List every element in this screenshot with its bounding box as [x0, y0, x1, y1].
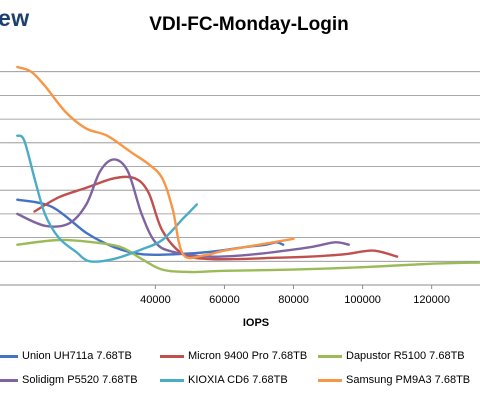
legend-swatch: [0, 378, 18, 382]
legend-item: Dapustor R5100 7.68TB: [318, 350, 465, 362]
series-line-5: [16, 134, 198, 263]
x-tick-labels: 40000 60000 80000 100000 120000: [140, 294, 450, 306]
legend-label: Solidigm P5520 7.68TB: [22, 374, 138, 386]
chart-legend: Union UH711a 7.68TB Micron 9400 Pro 7.68T…: [0, 344, 480, 401]
series-line-3: [16, 238, 480, 274]
gridlines: [0, 71, 480, 262]
legend-item: KIOXIA CD6 7.68TB: [160, 374, 288, 386]
line-chart: 40000 60000 80000 100000 120000 IOPS: [0, 65, 480, 329]
brand-logo-fragment: ew: [0, 5, 30, 31]
x-axis-label: IOPS: [243, 317, 269, 329]
x-tick-label: 40000: [140, 294, 171, 306]
series-line-4: [16, 158, 350, 258]
legend-label: KIOXIA CD6 7.68TB: [188, 374, 288, 386]
legend-swatch: [160, 354, 184, 358]
x-tick-label: 80000: [278, 294, 309, 306]
legend-swatch: [160, 378, 184, 382]
x-tick-label: 60000: [209, 294, 240, 306]
legend-item: Samsung PM9A3 7.68TB: [318, 374, 470, 386]
chart-title: VDI-FC-Monday-Login: [149, 14, 349, 35]
legend-label: Union UH711a 7.68TB: [22, 350, 132, 362]
legend-swatch: [318, 378, 342, 382]
legend-item: Union UH711a 7.68TB: [0, 350, 132, 362]
legend-label: Dapustor R5100 7.68TB: [346, 350, 465, 362]
x-tick-label: 120000: [413, 294, 450, 306]
series-line-6: [16, 65, 295, 260]
legend-swatch: [318, 354, 342, 358]
legend-item: Micron 9400 Pro 7.68TB: [160, 350, 307, 362]
legend-swatch: [0, 354, 18, 358]
x-tick-label: 100000: [344, 294, 381, 306]
legend-label: Micron 9400 Pro 7.68TB: [188, 350, 308, 362]
legend-item: Solidigm P5520 7.68TB: [0, 374, 138, 386]
legend-label: Samsung PM9A3 7.68TB: [346, 374, 471, 386]
series-line-2: [33, 175, 399, 261]
series-lines: [16, 65, 480, 274]
x-axis: [0, 284, 480, 289]
